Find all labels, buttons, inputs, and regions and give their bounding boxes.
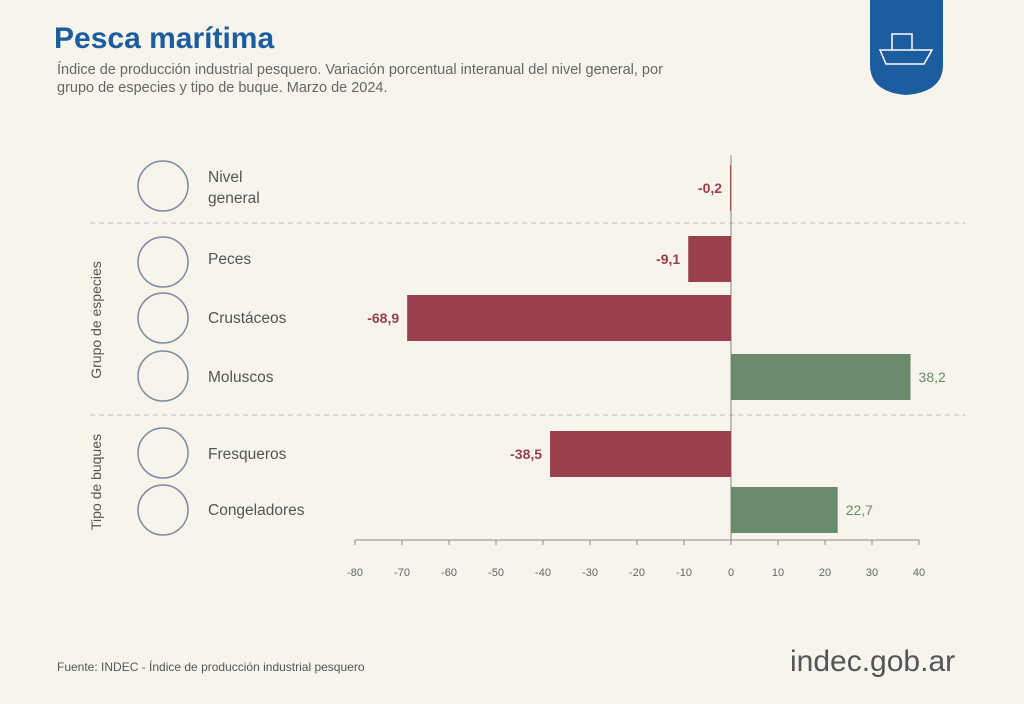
- icons: [137, 160, 189, 536]
- subtitle: Índice de producción industrial pesquero…: [57, 62, 663, 96]
- badge: [870, 0, 943, 95]
- bar: [731, 487, 838, 533]
- x-tick-label: 10: [772, 567, 784, 579]
- x-tick-label: -40: [535, 567, 551, 579]
- value-label: -0,2: [698, 180, 722, 196]
- x-tick-label: -30: [582, 567, 598, 579]
- bar: [730, 165, 732, 211]
- category-text: Fresqueros: [208, 445, 287, 463]
- category-label: Nivel general: [208, 169, 260, 207]
- category-label: Fresqueros: [208, 445, 287, 463]
- value-label: -9,1: [656, 251, 680, 267]
- x-tick-label: 20: [819, 567, 831, 579]
- category-label: Crustáceos: [208, 309, 287, 327]
- bar: [731, 354, 911, 400]
- value-label: 22,7: [846, 502, 873, 518]
- group-label: Grupo de especies: [88, 261, 104, 379]
- x-tick-label: -60: [441, 567, 457, 579]
- category-label: Congeladores: [208, 501, 305, 519]
- value-label: -38,5: [510, 446, 542, 462]
- bar: [688, 236, 731, 282]
- category-text: Nivel general: [208, 169, 260, 207]
- category-text: Moluscos: [208, 368, 274, 386]
- x-tick-label: -70: [394, 567, 410, 579]
- x-tick-label: -10: [676, 567, 692, 579]
- category-label: Moluscos: [208, 368, 274, 386]
- x-tick-label: 40: [913, 567, 925, 579]
- bar: [407, 295, 731, 341]
- x-tick-label: 0: [728, 567, 734, 579]
- source: Fuente: INDEC - Índice de producción ind…: [57, 660, 365, 674]
- group-label: Tipo de buques: [88, 434, 104, 530]
- value-label: -68,9: [367, 310, 399, 326]
- category-text: Congeladores: [208, 501, 305, 519]
- category-text: Peces: [208, 250, 252, 268]
- bar: [550, 431, 731, 477]
- logo-text: indec.gob.ar: [790, 645, 956, 678]
- value-label: 38,2: [919, 369, 946, 385]
- category-label: Peces: [208, 250, 252, 268]
- category-text: Crustáceos: [208, 309, 287, 327]
- x-tick-label: -80: [347, 567, 363, 579]
- x-tick-label: -50: [488, 567, 504, 579]
- title: Pesca marítima: [54, 22, 275, 55]
- x-tick-label: 30: [866, 567, 878, 579]
- x-tick-label: -20: [629, 567, 645, 579]
- boat-icon: [878, 33, 934, 65]
